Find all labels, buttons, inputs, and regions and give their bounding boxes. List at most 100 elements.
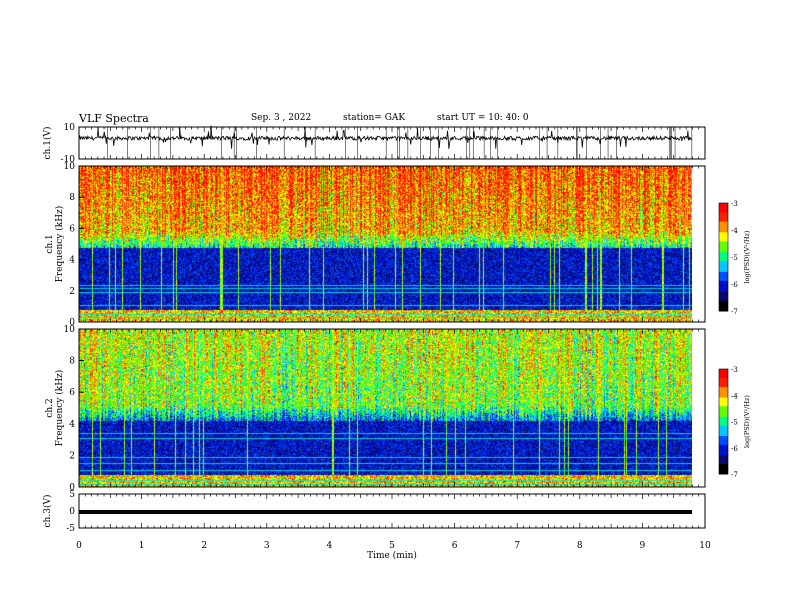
ch2-spectrogram-colorbar-cell: [719, 468, 728, 471]
ch2-spectrogram-colorbar-tick: -5: [731, 419, 738, 427]
ch1-spectrogram-colorbar-cell: [719, 212, 728, 215]
ch1-spectrogram-colorbar-cell: [719, 203, 728, 206]
ch1-spectrogram-colorbar-tick: -4: [731, 227, 738, 235]
ch2-spectrogram-colorbar-cell: [719, 439, 728, 442]
ch2-spectrogram-colorbar-cell: [719, 472, 728, 475]
ch2-spectrogram-colorbar-cell: [719, 384, 728, 387]
ch1-spectrogram-colorbar-cell: [719, 251, 728, 254]
ch2-spectrogram-colorbar-cell: [719, 451, 728, 454]
ch1-spectrogram-colorbar-cell: [719, 204, 728, 208]
ch1-spectrogram-image: [79, 166, 692, 322]
ch1-spectrogram-colorbar-cell: [719, 298, 728, 301]
ch1-spectrogram-colorbar-cell: [719, 253, 728, 256]
ch2-spectrogram-colorbar-cell: [719, 395, 728, 398]
ch2-spectrogram-colorbar-cell: [719, 370, 728, 373]
ch1-spectrogram-colorbar-cell: [719, 269, 728, 272]
ch2-spectrogram-colorbar-cell: [719, 391, 728, 394]
ch1-spectrogram-colorbar-cell: [719, 222, 728, 226]
ch1-spectrogram-colorbar-cell: [719, 242, 728, 245]
ch2-spectrogram-colorbar-tick: -3: [731, 366, 738, 374]
start-time-label: start UT = 10: 40: 0: [437, 113, 529, 123]
ch2-spectrogram-colorbar-tick: -6: [731, 445, 738, 453]
ch2-spectrogram-colorbar-cell: [719, 407, 728, 410]
ch2-spectrogram-ytick-label: 8: [69, 357, 75, 367]
ch1-spectrogram-colorbar-cell: [719, 271, 728, 274]
ch2-spectrogram-colorbar-cell: [719, 386, 728, 389]
ch2-spectrogram-colorbar-cell: [719, 435, 728, 438]
time-axis-tick-label: 0: [76, 541, 82, 551]
ch1-spectrogram-colorbar-cell: [719, 300, 728, 303]
ch2-spectrogram-colorbar-cell: [719, 442, 728, 445]
ch2-spectrogram-colorbar-cell: [719, 372, 728, 375]
ch2-spectrogram-colorbar-cell: [719, 421, 728, 424]
ch1-spectrogram-colorbar-cell: [719, 260, 728, 263]
ch1-spectrogram-colorbar-cell: [719, 258, 728, 262]
ch2-spectrogram-colorbar-cell: [719, 461, 728, 464]
ch1-spectrogram-colorbar-cell: [719, 262, 728, 265]
ch1-spectrogram-colorbar-cell: [719, 303, 728, 307]
ch1-spectrogram-colorbar-cell: [719, 289, 728, 292]
ch1-spectrogram-colorbar-cell: [719, 213, 728, 217]
ch1-spectrogram-colorbar-cell: [719, 296, 728, 299]
ch1-spectrogram-colorbar-cell: [719, 276, 728, 280]
ch2-spectrogram-colorbar-cell: [719, 409, 728, 412]
ch2-spectrogram-colorbar-cell: [719, 465, 728, 468]
ch2-spectrogram-colorbar-cell: [719, 458, 728, 461]
ch1-spectrogram-colorbar-tick: -5: [731, 254, 738, 262]
ch2-spectrogram-colorbar-cell: [719, 453, 728, 456]
ch1-spectrogram-colorbar-cell: [719, 208, 728, 211]
ch2-spectrogram-colorbar-cell: [719, 411, 728, 414]
ch2-spectrogram-colorbar-cell: [719, 388, 728, 391]
ch1-spectrogram-colorbar-cell: [719, 248, 728, 251]
ch2-spectrogram-colorbar-cell: [719, 369, 728, 372]
ch1-spectrogram-colorbar-cell: [719, 235, 728, 238]
ch2-spectrogram-colorbar-frame: [718, 368, 729, 475]
time-axis-tick-label: 9: [640, 541, 646, 551]
ch1-spectrogram-colorbar-cell: [719, 217, 728, 220]
ch2-spectrogram-colorbar-cell: [719, 416, 728, 419]
ch2-spectrogram-colorbar-cell: [719, 470, 728, 473]
ch1-spectrogram-colorbar-cell: [719, 237, 728, 240]
ch2-spectrogram-colorbar-cell: [719, 381, 728, 384]
ch1-spectrogram-colorbar-tick: -3: [731, 200, 738, 208]
ch2-spectrogram-colorbar-cell: [719, 419, 728, 422]
ch2-spectrogram-ylabel: Frequency (kHz): [54, 370, 65, 447]
ch2-spectrogram-colorbar-tick: -7: [731, 471, 738, 479]
ch2-spectrogram-colorbar-tick: -4: [731, 392, 738, 400]
ch2-spectrogram-colorbar-cell: [719, 440, 728, 443]
ch2-spectrogram-ytick-label: 10: [64, 325, 76, 335]
ch1-ytick-label: 10: [64, 123, 76, 133]
ch2-spectrogram-colorbar-cell: [719, 397, 728, 400]
ch2-spectrogram-ytick-label: 6: [69, 388, 75, 398]
ch1-spectrogram-colorbar-cell: [719, 233, 728, 236]
ch2-spectrogram-colorbar-cell: [719, 379, 728, 382]
ch1-spectrogram-colorbar-cell: [719, 307, 728, 310]
ch2-spectrogram-colorbar-cell: [719, 425, 728, 428]
ch2-spectrogram-ytick-label: 4: [69, 420, 75, 430]
time-axis-tick-label: 4: [327, 541, 333, 551]
ch1-spectrogram-colorbar-cell: [719, 275, 728, 278]
station-label: station= GAK: [343, 113, 406, 123]
ch2-spectrogram-colorbar-cell: [719, 374, 728, 377]
ch1-spectrogram-ytick-label: 6: [69, 224, 75, 234]
ch1-spectrogram-colorbar-cell: [719, 228, 728, 231]
ch1-spectrogram-colorbar-cell: [719, 221, 728, 224]
ch2-spectrogram-colorbar-cell: [719, 432, 728, 435]
ch1-spectrogram-colorbar-cell: [719, 287, 728, 290]
ch1-ylabel: ch.1(V): [42, 127, 53, 160]
ch1-spectrogram-colorbar-cell: [719, 257, 728, 260]
time-axis-tick-label: 5: [389, 541, 395, 551]
ch1-spectrogram-ytick-label: 10: [64, 162, 76, 172]
ch1-spectrogram-colorbar-tick: -7: [731, 308, 738, 316]
chart-title: VLF Spectra: [79, 112, 149, 125]
ch2-spectrogram-colorbar-cell: [719, 449, 728, 452]
ch2-spectrogram-colorbar-cell: [719, 463, 728, 466]
ch2-spectrogram-channel-label: ch.2: [45, 398, 55, 417]
ch1-spectrogram-ylabel: Frequency (kHz): [54, 206, 65, 283]
ch2-spectrogram-ytick-label: 2: [69, 451, 75, 461]
ch1-spectrogram-ytick-label: 2: [69, 287, 75, 297]
ch1-spectrogram-colorbar-cell: [719, 246, 728, 249]
ch1-spectrogram-colorbar-cell: [719, 302, 728, 305]
